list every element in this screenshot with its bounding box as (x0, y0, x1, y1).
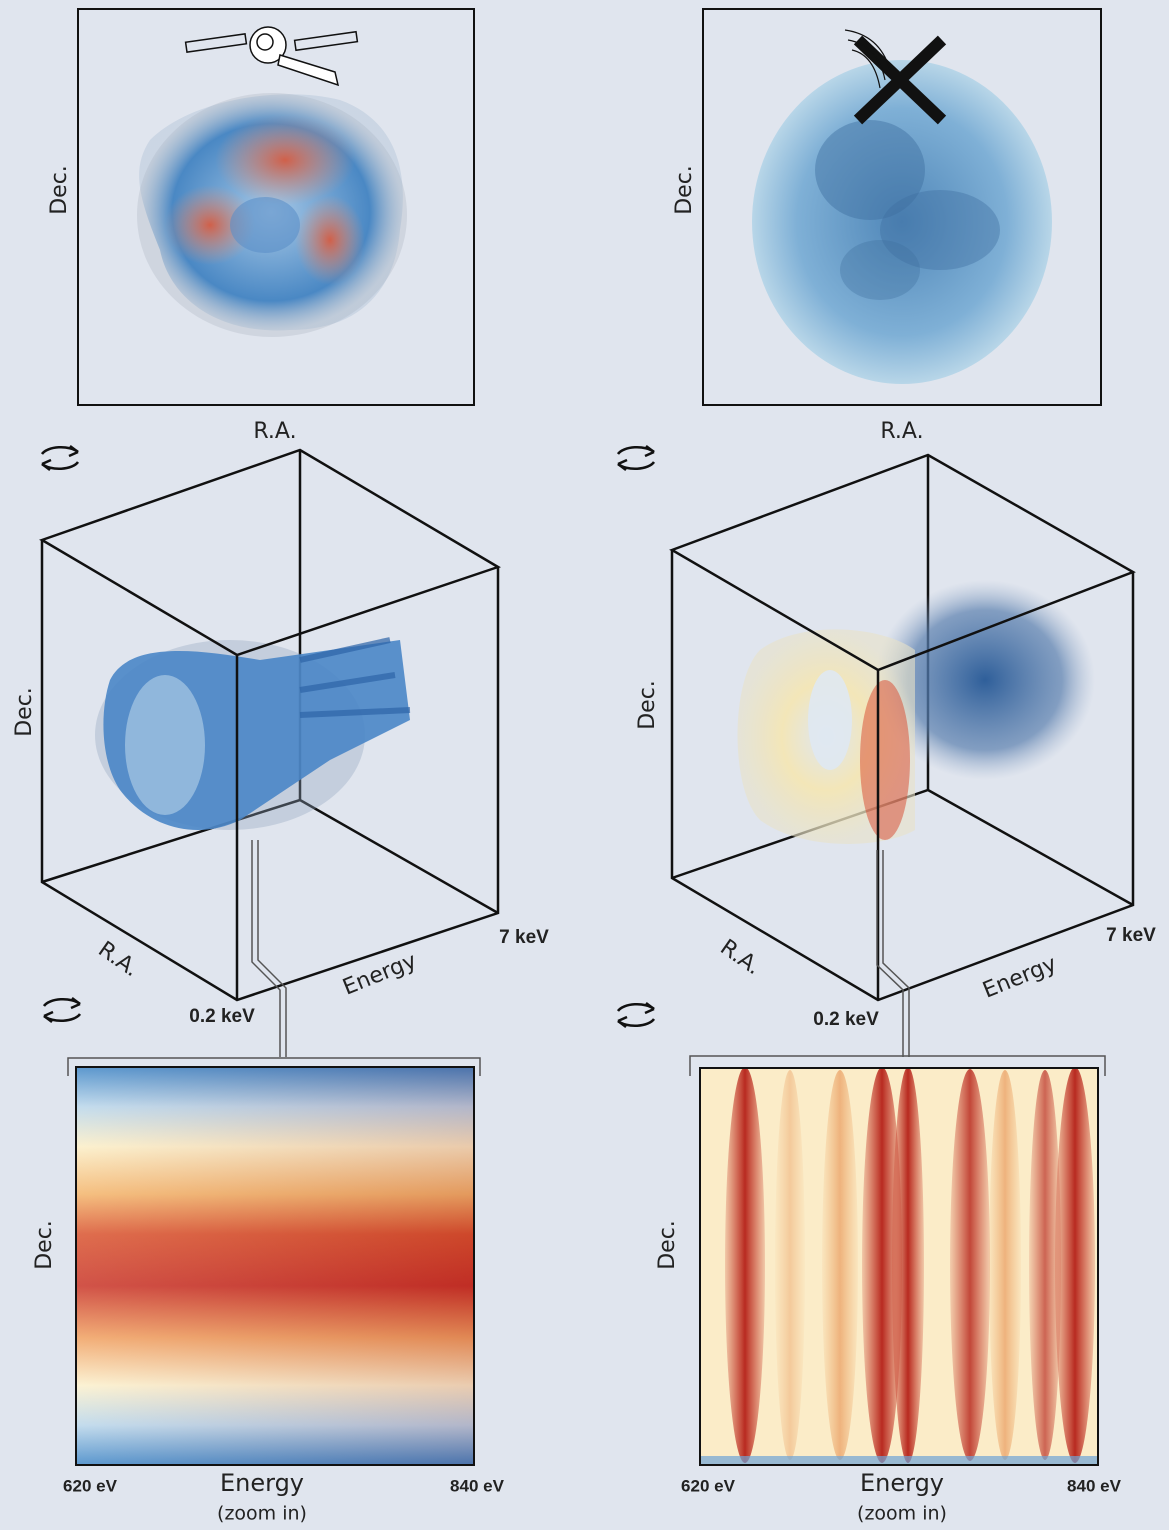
y-axis-label: Dec. (672, 165, 697, 215)
left-panel: Dec. R.A. Dec. R.A. Energy 0.2 keV 7 keV… (12, 8, 549, 1525)
zoom-image (76, 1067, 474, 1465)
zoom-image (700, 1067, 1098, 1465)
cube-volume (95, 637, 411, 830)
satellite-icon (184, 26, 359, 87)
cube-volume (737, 580, 1095, 844)
zoom-frame (699, 1067, 1099, 1466)
zoom-connector (876, 850, 910, 1057)
x-min-label: 620 eV (681, 1476, 736, 1495)
data-cube (669, 453, 1136, 1002)
telescope-icon (844, 29, 947, 125)
x-max-label: 840 eV (450, 1476, 505, 1495)
sky-map-image (752, 60, 1052, 384)
cube-z-label: Energy (979, 952, 1060, 1004)
zoom-x-note: (zoom in) (217, 1503, 307, 1525)
sky-map-frame (77, 8, 475, 406)
z-min-label: 0.2 keV (813, 1009, 879, 1030)
zoom-bracket (689, 1055, 1106, 1076)
cube-x-label: R.A. (715, 935, 765, 980)
rotate-icon (40, 444, 80, 472)
cube-y-label: Dec. (12, 687, 37, 737)
rotate-icon (616, 1001, 656, 1029)
z-max-label: 7 keV (1106, 925, 1156, 946)
data-cube (39, 448, 501, 1002)
sky-map-frame (702, 8, 1102, 406)
zoom-y-label: Dec. (655, 1220, 680, 1270)
cube-x-label: R.A. (93, 937, 143, 982)
z-max-label: 7 keV (499, 927, 549, 948)
zoom-x-note: (zoom in) (857, 1503, 947, 1525)
x-axis-label: R.A. (253, 419, 296, 444)
right-panel: Dec. R.A. Dec. R.A. Energy 0.2 keV 7 keV… (616, 8, 1156, 1525)
z-min-label: 0.2 keV (189, 1006, 255, 1027)
x-max-label: 840 eV (1067, 1476, 1122, 1495)
rotate-icon (42, 996, 82, 1024)
x-axis-label: R.A. (880, 419, 923, 444)
zoom-x-label: Energy (860, 1469, 944, 1497)
zoom-x-label: Energy (220, 1469, 304, 1497)
zoom-bracket (67, 1057, 481, 1076)
cube-y-label: Dec. (635, 680, 660, 730)
cube-z-label: Energy (339, 949, 420, 1001)
rotate-icon (616, 444, 656, 472)
zoom-connector (251, 840, 287, 1057)
y-axis-label: Dec. (47, 165, 72, 215)
zoom-y-label: Dec. (32, 1220, 57, 1270)
zoom-frame (75, 1066, 475, 1466)
x-min-label: 620 eV (63, 1476, 118, 1495)
sky-map-image (137, 93, 407, 337)
